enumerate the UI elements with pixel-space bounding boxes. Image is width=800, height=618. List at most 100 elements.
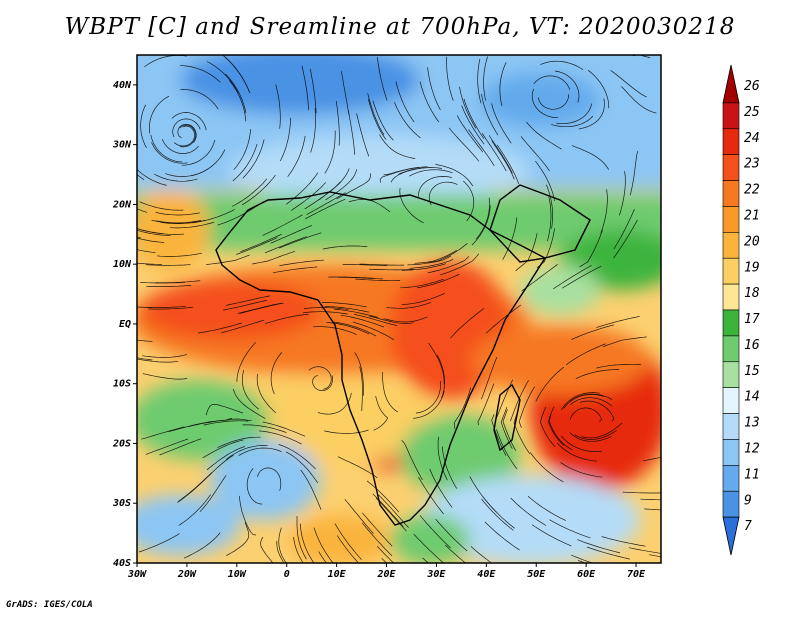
streamline xyxy=(236,342,257,382)
streamline xyxy=(502,409,517,451)
colorbar-label: 7 xyxy=(744,519,752,534)
streamline xyxy=(356,113,370,157)
streamline xyxy=(537,94,570,110)
streamlines xyxy=(137,55,661,563)
streamline xyxy=(446,56,454,101)
streamline xyxy=(221,319,265,334)
streamline xyxy=(429,468,453,508)
streamline xyxy=(145,438,188,455)
colorbar-top-arrow xyxy=(722,64,740,104)
streamline xyxy=(643,457,661,462)
streamline xyxy=(621,86,657,114)
streamline xyxy=(463,98,485,139)
streamline xyxy=(648,554,661,558)
streamline xyxy=(412,390,445,419)
streamline xyxy=(601,536,646,547)
lon-tick-label: 20W xyxy=(177,569,197,580)
streamline xyxy=(366,480,400,513)
streamline xyxy=(260,536,274,563)
streamline xyxy=(149,95,170,134)
streamline xyxy=(206,446,246,471)
streamline xyxy=(352,321,395,341)
streamline xyxy=(469,476,497,513)
madagascar-coastline xyxy=(493,383,521,452)
streamline xyxy=(137,283,138,284)
streamline xyxy=(235,237,278,255)
streamline xyxy=(225,445,268,460)
streamline xyxy=(613,219,638,259)
lat-tick-label: 30S xyxy=(112,498,131,509)
streamline xyxy=(173,125,195,147)
streamline xyxy=(242,139,265,179)
colorbar-label: 18 xyxy=(744,286,760,301)
streamline xyxy=(146,285,192,287)
streamline xyxy=(278,444,316,470)
streamline xyxy=(549,519,591,539)
streamline xyxy=(206,61,239,93)
streamline xyxy=(401,440,423,480)
streamline xyxy=(324,306,370,313)
streamline xyxy=(448,127,480,162)
streamline xyxy=(252,250,296,265)
streamline xyxy=(334,308,379,318)
colorbar-label: 13 xyxy=(744,416,760,431)
streamline xyxy=(427,67,441,111)
lat-tick-label: 20S xyxy=(112,438,131,449)
streamline xyxy=(140,281,186,284)
streamline xyxy=(417,176,452,197)
colorbar-label: 11 xyxy=(744,467,760,482)
streamline xyxy=(399,187,424,224)
streamline xyxy=(560,462,603,478)
streamline xyxy=(530,452,564,483)
streamline xyxy=(571,324,614,340)
streamline xyxy=(551,115,594,128)
streamline xyxy=(569,407,602,422)
streamline xyxy=(246,468,263,505)
streamline xyxy=(338,276,383,280)
streamline xyxy=(456,115,484,153)
streamline xyxy=(318,551,327,563)
streamline xyxy=(137,339,153,342)
streamline xyxy=(198,322,242,334)
longitude-axis: 30W 20W 10W 0 10E 20E 30E 40E 50E 60E 70E xyxy=(127,563,646,580)
colorbar-swatch xyxy=(722,154,740,181)
streamline xyxy=(415,380,441,414)
streamline xyxy=(400,278,445,289)
streamline xyxy=(586,546,630,560)
streamline xyxy=(304,198,346,220)
streamline xyxy=(154,173,198,182)
streamline xyxy=(401,292,445,305)
streamline xyxy=(556,442,597,462)
colorbar-swatch xyxy=(722,102,740,130)
streamline xyxy=(264,236,307,254)
streamline xyxy=(276,540,285,563)
streamline xyxy=(409,169,453,177)
streamline xyxy=(137,262,162,265)
colorbar-label: 12 xyxy=(744,442,760,457)
streamline xyxy=(596,363,641,369)
mediterranean-cold-core xyxy=(180,55,420,115)
streamline xyxy=(179,65,221,83)
streamline xyxy=(161,138,199,154)
streamline xyxy=(520,136,550,172)
colorbar-label: 9 xyxy=(744,493,752,508)
colorbar-label: 21 xyxy=(744,209,760,224)
streamline xyxy=(160,219,206,224)
streamline xyxy=(553,265,592,290)
streamline xyxy=(477,58,482,104)
map-frame xyxy=(136,54,662,564)
streamline xyxy=(442,446,458,489)
streamline xyxy=(344,498,374,534)
streamline xyxy=(353,313,398,326)
streamline xyxy=(242,174,276,206)
arabia-coastline xyxy=(489,184,591,259)
streamline xyxy=(258,430,302,445)
streamline xyxy=(428,342,445,385)
streamline xyxy=(241,370,259,410)
colorbar-swatch xyxy=(722,257,740,285)
streamline xyxy=(461,105,485,145)
streamline xyxy=(359,263,405,266)
streamline xyxy=(575,369,620,380)
streamline xyxy=(484,521,520,551)
